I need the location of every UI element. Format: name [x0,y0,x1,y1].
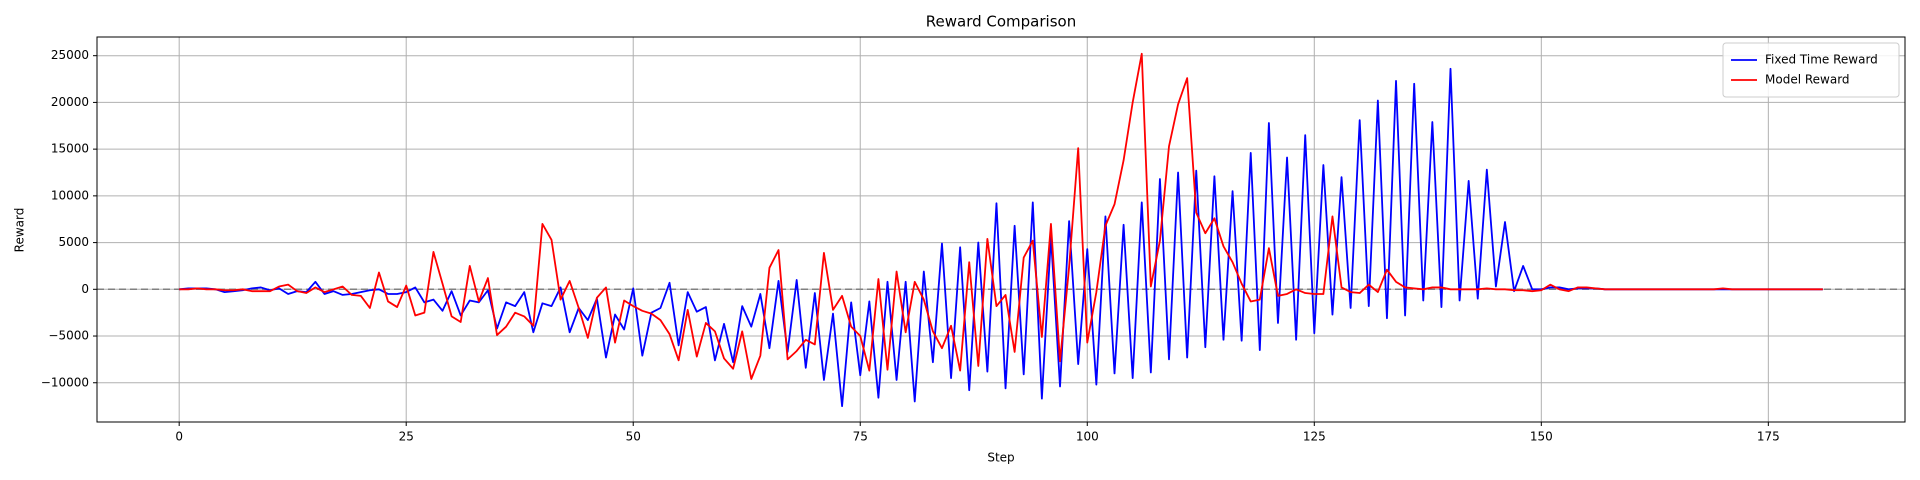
legend: Fixed Time Reward Model Reward [1722,42,1900,98]
chart-title: Reward Comparison [926,13,1076,31]
y-tick-label: 20000 [51,95,89,109]
x-tick-label: 75 [853,430,868,444]
x-tick-label: 100 [1076,430,1099,444]
x-tick-label: 175 [1757,430,1780,444]
y-tick-label: −5000 [48,329,89,343]
series-line [179,52,1823,380]
y-tick-label: 15000 [51,142,89,156]
x-tick-label: 0 [175,430,183,444]
x-axis-label: Step [987,451,1014,465]
x-tick-label: 125 [1303,430,1326,444]
x-tick-label: 150 [1530,430,1553,444]
y-tick-label: 10000 [51,188,89,202]
y-tick-label: 5000 [58,235,89,249]
y-tick-label: 0 [81,282,89,296]
legend-box [1722,42,1900,98]
x-tick-label: 50 [626,430,641,444]
series-line [179,67,1823,408]
plot-frame [96,36,1906,423]
y-tick-label: −10000 [41,375,89,389]
x-tick-label: 25 [399,430,414,444]
legend-label: Fixed Time Reward [1765,53,1878,67]
y-tick-label: 25000 [51,48,89,62]
y-axis-label: Reward [13,208,27,253]
legend-label: Model Reward [1765,73,1850,87]
